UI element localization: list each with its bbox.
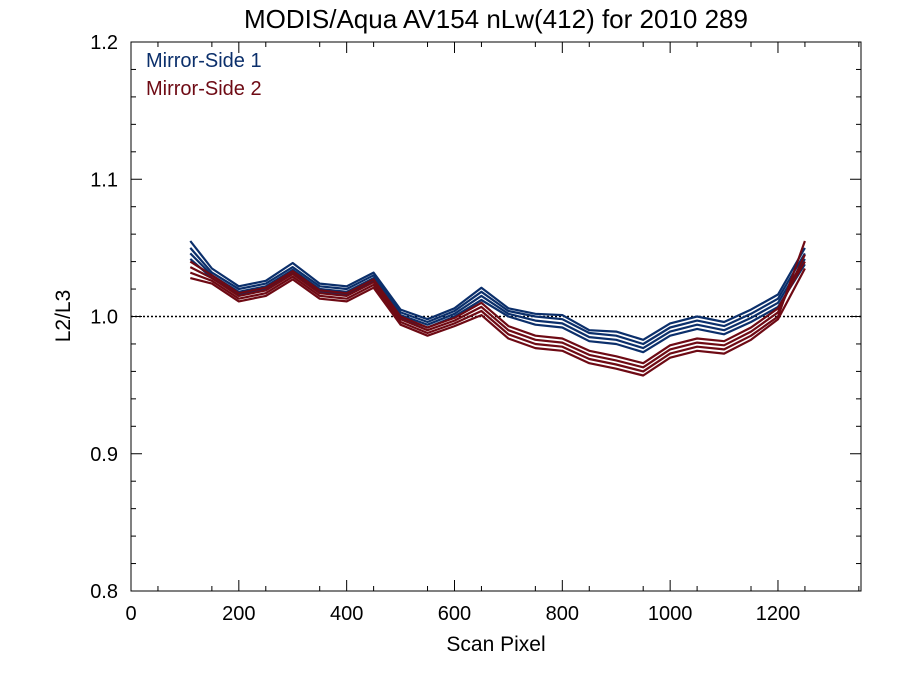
axis-ticks bbox=[130, 41, 861, 592]
mirror-side-2-line bbox=[190, 267, 806, 377]
y-tick-label: 0.8 bbox=[90, 581, 118, 603]
mirror-side-2-line bbox=[189, 260, 806, 365]
y-tick-label: 1.2 bbox=[90, 32, 118, 54]
x-tick-label: 800 bbox=[546, 603, 579, 625]
chart-title: MODIS/Aqua AV154 nLw(412) for 2010 289 bbox=[244, 4, 748, 34]
mirror-side-2-line bbox=[189, 240, 806, 373]
y-tick-labels: 0.8 0.9 1.0 1.1 1.2 bbox=[90, 32, 118, 603]
mirror-side-1-line bbox=[189, 252, 806, 350]
x-tick-label: 0 bbox=[125, 603, 136, 625]
mirror-side-1-line bbox=[189, 247, 806, 346]
x-tick-labels: 0 200 400 600 800 1000 1200 bbox=[125, 603, 800, 625]
legend-ms2: Mirror-Side 2 bbox=[146, 78, 262, 100]
x-axis-title: Scan Pixel bbox=[446, 633, 545, 656]
y-tick-label: 1.1 bbox=[90, 169, 118, 191]
y-tick-label: 0.9 bbox=[90, 444, 118, 466]
y-axis-title: L2/L3 bbox=[52, 290, 75, 343]
legend-ms1: Mirror-Side 1 bbox=[146, 50, 262, 72]
mirror-side-2-line bbox=[189, 254, 806, 369]
x-tick-label: 600 bbox=[438, 603, 471, 625]
x-tick-label: 1200 bbox=[756, 603, 801, 625]
mirror-side-1-line bbox=[189, 258, 806, 354]
x-tick-label: 1000 bbox=[648, 603, 693, 625]
x-tick-label: 200 bbox=[222, 603, 255, 625]
mirror-side-1-line bbox=[189, 240, 806, 341]
series-lines bbox=[189, 240, 806, 377]
y-tick-label: 1.0 bbox=[90, 307, 118, 329]
x-tick-label: 400 bbox=[330, 603, 363, 625]
